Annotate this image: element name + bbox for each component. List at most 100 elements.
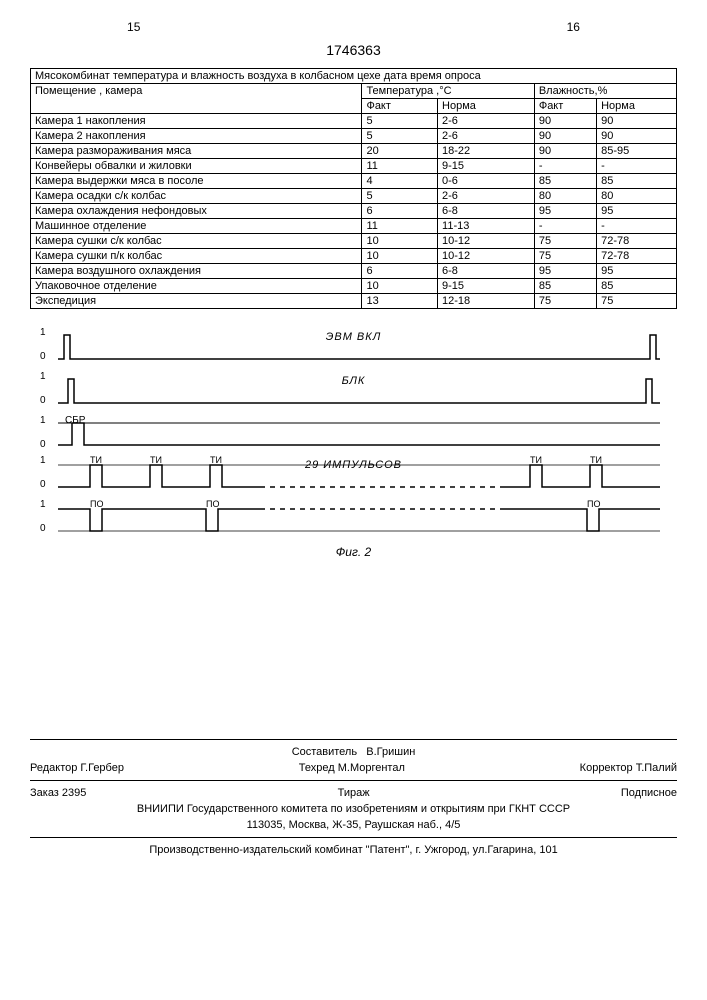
table-cell: 85 [597, 279, 677, 294]
table-row: Камера осадки с/к колбас52-68080 [31, 189, 677, 204]
addr-line-1: 113035, Москва, Ж-35, Раушская наб., 4/5 [30, 819, 677, 831]
tirazh-label: Тираж [338, 787, 370, 799]
sub-norm-2: Норма [597, 99, 677, 114]
corrector-name: Т.Палий [636, 762, 677, 774]
table-cell: 11 [362, 159, 438, 174]
table-cell: - [597, 219, 677, 234]
corrector-label: Корректор [580, 762, 633, 774]
editor-name: Г.Гербер [80, 762, 124, 774]
signal-row-po: 1 0 ПО ПО ПО [30, 501, 677, 539]
table-cell: Камера воздушного охлаждения [31, 264, 362, 279]
table-cell: 95 [534, 264, 596, 279]
table-cell: Камера охлаждения нефондовых [31, 204, 362, 219]
table-cell: Конвейеры обвалки и жиловки [31, 159, 362, 174]
table-cell: 0-6 [438, 174, 535, 189]
sub-fact-2: Факт [534, 99, 596, 114]
col-hum-header: Влажность,% [534, 84, 676, 99]
page-num-right: 16 [567, 20, 580, 34]
page-num-left: 15 [127, 20, 140, 34]
techred-name: М.Моргентал [338, 762, 405, 774]
table-cell: - [534, 159, 596, 174]
table-cell: 85 [534, 174, 596, 189]
figure-label: Фиг. 2 [30, 545, 677, 559]
table-cell: 5 [362, 114, 438, 129]
table-row: Конвейеры обвалки и жиловки119-15-- [31, 159, 677, 174]
table-title: Мясокомбинат температура и влажность воз… [31, 69, 677, 84]
table-cell: 85 [597, 174, 677, 189]
table-cell: 72-78 [597, 249, 677, 264]
table-cell: 13 [362, 294, 438, 309]
table-cell: 9-15 [438, 159, 535, 174]
techred-label: Техред [299, 762, 335, 774]
table-row: Камера 2 накопления52-69090 [31, 129, 677, 144]
table-row: Камера 1 накопления52-69090 [31, 114, 677, 129]
signal-row-blk: 1 0 БЛК [30, 373, 677, 411]
table-cell: 75 [534, 249, 596, 264]
signal-row-ti: 1 0 29 ИМПУЛЬСОВ ТИ ТИ ТИ ТИ ТИ [30, 457, 677, 495]
table-cell: 10 [362, 249, 438, 264]
table-cell: - [534, 219, 596, 234]
col-room-header: Помещение , камера [31, 84, 362, 114]
table-row: Экспедиция1312-187575 [31, 294, 677, 309]
table-row: Камера выдержки мяса в посоле40-68585 [31, 174, 677, 189]
table-cell: 6 [362, 264, 438, 279]
table-cell: 9-15 [438, 279, 535, 294]
table-cell: 80 [534, 189, 596, 204]
table-cell: Упаковочное отделение [31, 279, 362, 294]
table-row: Камера размораживания мяса2018-229085-95 [31, 144, 677, 159]
table-cell: 2-6 [438, 114, 535, 129]
table-cell: 5 [362, 189, 438, 204]
table-cell: Камера 1 накопления [31, 114, 362, 129]
table-cell: 90 [534, 114, 596, 129]
table-cell: 2-6 [438, 189, 535, 204]
table-cell: 75 [534, 294, 596, 309]
table-row: Камера воздушного охлаждения66-89595 [31, 264, 677, 279]
document-number: 1746363 [30, 42, 677, 58]
table-cell: 75 [534, 234, 596, 249]
table-cell: 4 [362, 174, 438, 189]
table-cell: 10 [362, 279, 438, 294]
table-cell: 85-95 [597, 144, 677, 159]
order-number: Заказ 2395 [30, 787, 86, 799]
table-cell: 6-8 [438, 264, 535, 279]
table-cell: 95 [597, 264, 677, 279]
table-cell: 18-22 [438, 144, 535, 159]
table-cell: 75 [597, 294, 677, 309]
table-cell: 80 [597, 189, 677, 204]
sub-norm-1: Норма [438, 99, 535, 114]
timing-diagram: 1 0 ЭВМ ВКЛ 1 0 БЛК 1 0 СБР 1 0 29 ИМПУЛ… [30, 329, 677, 559]
waveform-evm [30, 329, 670, 365]
footer-block: Составитель В.Гришин Редактор Г.Гербер Т… [30, 739, 677, 856]
composer-name: В.Гришин [366, 746, 415, 758]
table-cell: 72-78 [597, 234, 677, 249]
table-cell: 90 [597, 129, 677, 144]
signal-row-sbr: 1 0 СБР [30, 417, 677, 451]
table-cell: Камера сушки с/к колбас [31, 234, 362, 249]
org-line-2: Производственно-издательский комбинат "П… [30, 844, 677, 856]
table-cell: 90 [597, 114, 677, 129]
table-cell: Камера выдержки мяса в посоле [31, 174, 362, 189]
waveform-ti [30, 457, 670, 493]
table-cell: 10-12 [438, 234, 535, 249]
podpisnoe-label: Подписное [621, 787, 677, 799]
table-row: Упаковочное отделение109-158585 [31, 279, 677, 294]
table-cell: 90 [534, 129, 596, 144]
composer-label: Составитель [292, 746, 357, 758]
table-cell: 95 [597, 204, 677, 219]
table-cell: 10 [362, 234, 438, 249]
table-cell: 6 [362, 204, 438, 219]
table-cell: 11-13 [438, 219, 535, 234]
col-temp-header: Температура ,°C [362, 84, 534, 99]
table-cell: 11 [362, 219, 438, 234]
table-cell: Камера осадки с/к колбас [31, 189, 362, 204]
editor-label: Редактор [30, 762, 77, 774]
table-cell: 85 [534, 279, 596, 294]
table-cell: 5 [362, 129, 438, 144]
table-cell: - [597, 159, 677, 174]
waveform-sbr [30, 417, 670, 451]
data-table: Мясокомбинат температура и влажность воз… [30, 68, 677, 309]
table-cell: Машинное отделение [31, 219, 362, 234]
table-row: Камера сушки п/к колбас1010-127572-78 [31, 249, 677, 264]
table-cell: 10-12 [438, 249, 535, 264]
waveform-po [30, 501, 670, 537]
